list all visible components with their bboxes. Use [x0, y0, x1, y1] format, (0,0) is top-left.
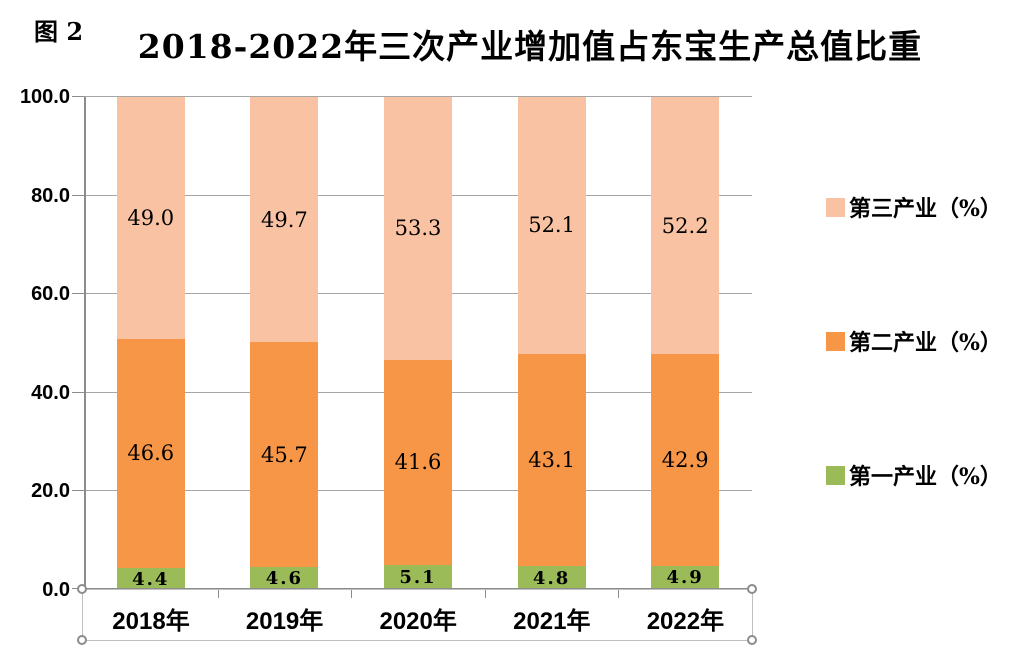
y-axis-label: 80.0: [31, 185, 70, 207]
bar-value-label: 4.8: [532, 567, 571, 589]
y-axis-tick: [72, 195, 84, 196]
selection-handle[interactable]: [77, 635, 87, 645]
plot-area: 0.0 20.0 40.0 60.0 80.0 100.0 4.4 46.6 49.0 4.6 45…: [20, 86, 752, 601]
legend-item[interactable]: 第一产业（%）: [826, 462, 1002, 490]
bar-value-label: 46.6: [127, 441, 175, 466]
y-axis-label: 20.0: [31, 480, 70, 502]
bar-value-label: 43.1: [528, 448, 575, 473]
bar-segment[interactable]: 4.6: [250, 567, 319, 590]
category-axis-selection[interactable]: [82, 589, 753, 641]
bar-segment[interactable]: 46.6: [116, 338, 185, 569]
legend-label: 第三产业（%）: [849, 196, 1002, 222]
y-axis-line: [84, 97, 86, 590]
x-axis-label: 2018年: [112, 608, 190, 635]
x-axis-tick: [618, 590, 619, 598]
bar-value-label: 4.6: [265, 568, 304, 590]
bar-segment[interactable]: 45.7: [250, 342, 319, 568]
legend-label: 第二产业（%）: [849, 330, 1002, 356]
legend-item[interactable]: 第三产业（%）: [826, 194, 1002, 222]
bar-value-label: 45.7: [261, 442, 308, 467]
bar-value-label: 52.2: [661, 213, 709, 238]
bar-value-label: 53.3: [394, 216, 442, 241]
y-axis-label: 40.0: [31, 382, 70, 404]
y-axis-label: 60.0: [31, 283, 70, 305]
gridline: [84, 96, 752, 97]
y-axis-label: 100.0: [19, 86, 70, 108]
bar-value-label: 41.6: [394, 450, 442, 475]
legend-item[interactable]: 第二产业（%）: [826, 328, 1002, 356]
y-axis-tick: [72, 293, 84, 294]
bar-segment[interactable]: 49.7: [250, 97, 319, 343]
bar-value-label: 5.1: [399, 566, 437, 588]
x-axis-tick: [218, 590, 219, 598]
legend-swatch: [826, 331, 845, 351]
bar-segment[interactable]: 53.3: [384, 97, 452, 360]
x-axis-tick: [351, 590, 352, 598]
bar-segment[interactable]: 4.8: [517, 566, 586, 590]
x-axis-label: 2021年: [513, 608, 591, 635]
bar-value-label: 42.9: [661, 448, 709, 473]
bar-segment[interactable]: 4.9: [651, 565, 720, 590]
bar-value-label: 4.4: [132, 568, 170, 590]
legend-label: 第一产业（%）: [849, 464, 1002, 490]
x-axis-label: 2019年: [245, 608, 324, 635]
figure-label: 图 2: [34, 17, 84, 46]
bar-value-label: 49.0: [127, 205, 175, 230]
y-axis-label: 0.0: [42, 579, 70, 601]
selection-handle[interactable]: [77, 584, 87, 594]
legend-swatch: [826, 465, 845, 485]
x-axis-tick: [485, 590, 486, 598]
legend: 第三产业（%） 第二产业（%） 第一产业（%）: [826, 194, 1002, 596]
selection-handle[interactable]: [747, 584, 757, 594]
y-axis-tick: [72, 392, 84, 393]
x-axis-label: 2020年: [379, 608, 457, 635]
selection-handle[interactable]: [747, 635, 757, 645]
bar-segment[interactable]: 41.6: [384, 359, 452, 565]
bar-segment[interactable]: 43.1: [517, 353, 586, 567]
bar-value-label: 4.9: [666, 567, 704, 589]
y-axis-tick: [72, 490, 84, 491]
y-axis-tick: [72, 96, 84, 97]
bar-segment[interactable]: 49.0: [116, 97, 185, 339]
bar-segment[interactable]: 42.9: [651, 354, 720, 566]
bar-value-label: 52.1: [528, 213, 575, 238]
bar-segment[interactable]: 52.2: [651, 97, 720, 355]
chart-title[interactable]: 2018-2022年三次产业增加值占东宝生产总值比重: [137, 27, 923, 66]
x-axis-label: 2022年: [646, 608, 725, 635]
bar-segment[interactable]: 52.1: [517, 97, 586, 354]
bar-segment[interactable]: 4.4: [116, 568, 185, 590]
legend-swatch: [826, 197, 845, 217]
bar-value-label: 49.7: [261, 207, 308, 232]
bar-segment[interactable]: 5.1: [384, 564, 452, 590]
